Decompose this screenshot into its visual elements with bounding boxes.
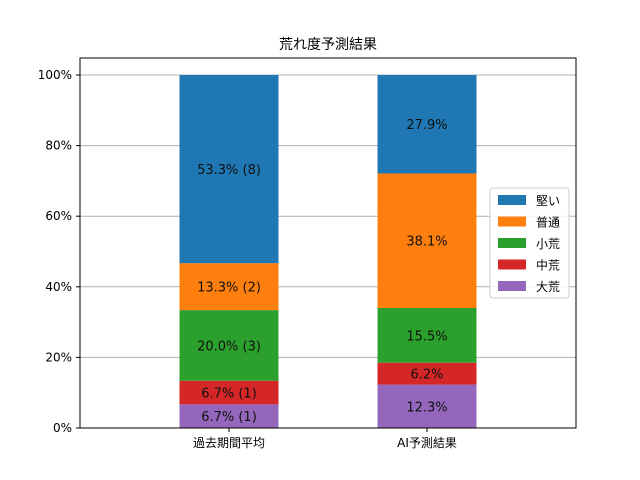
y-tick-label: 100% (38, 68, 72, 82)
legend-frame (489, 187, 570, 299)
bars (179, 75, 477, 428)
bar-data-label: 38.1% (406, 235, 447, 250)
legend-entry: 普通 (536, 216, 560, 230)
bar-data-label: 6.7% (1) (201, 410, 257, 425)
bar-segment (179, 404, 279, 428)
bar-segment (377, 307, 477, 363)
bar-segment (377, 75, 477, 174)
y-tick-label: 40% (45, 280, 72, 294)
bar-segment (179, 263, 279, 311)
chart-title: 荒れ度予測結果 (279, 37, 377, 53)
legend-swatch (498, 259, 526, 270)
legend-entry: 小荒 (536, 237, 560, 251)
legend-swatch (498, 216, 526, 227)
bar-data-label: 13.3% (2) (197, 281, 261, 296)
x-axis: 過去期間平均 AI予測結果 (193, 428, 457, 450)
legend-entry: 大荒 (536, 280, 560, 294)
x-tick-label: 過去期間平均 (193, 436, 265, 450)
y-tick-label: 20% (45, 350, 72, 364)
bar-segment (377, 384, 477, 428)
legend-entry: 中荒 (536, 258, 560, 273)
legend-swatch (498, 195, 526, 205)
bar-segment (179, 310, 279, 381)
y-axis: 0% 20% 40% 60% 80% 100% (38, 68, 80, 435)
y-tick-label: 80% (45, 139, 72, 153)
bar-data-label: 53.3% (8) (197, 163, 261, 178)
plot-frame (79, 57, 577, 429)
bar-data-label: 27.9% (406, 118, 447, 133)
bar-data-label: 20.0% (3) (197, 339, 261, 354)
y-tick-label: 60% (45, 209, 72, 223)
legend-swatch (498, 281, 526, 291)
bar-data-label: 12.3% (406, 400, 447, 415)
legend-swatch (498, 238, 526, 248)
bar-data-label: 6.2% (410, 368, 443, 383)
bar-data-label: 15.5% (406, 329, 447, 344)
bar-data-label: 6.7% (1) (201, 387, 257, 402)
segment-labels: 6.7% (1) 6.7% (1) 20.0% (3) 13.3% (2) 53.3% … (197, 118, 448, 425)
bar-segment (179, 75, 279, 264)
bar-segment (179, 380, 279, 405)
bar-segment (377, 173, 477, 308)
legend-entry: 堅い (536, 194, 560, 208)
bar-segment (377, 362, 477, 385)
y-tick-label: 0% (53, 421, 72, 435)
x-tick-label: AI予測結果 (397, 436, 457, 450)
